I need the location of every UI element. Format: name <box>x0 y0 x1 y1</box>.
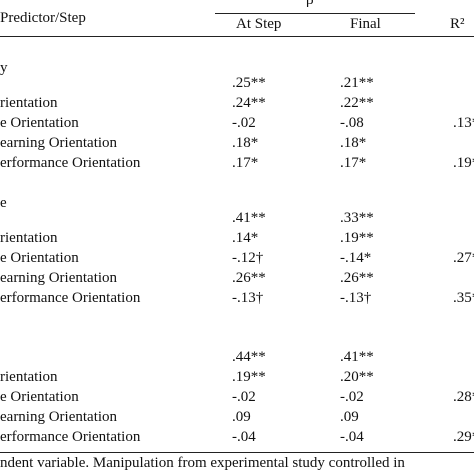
r2-value: .19* <box>453 155 474 171</box>
final-value: .17* <box>340 155 367 171</box>
final-value: .22** <box>340 95 374 111</box>
group-label: e <box>0 195 7 211</box>
final-value: .09 <box>340 409 359 425</box>
final-value: -.04 <box>340 429 364 445</box>
at-step-value: .19** <box>232 369 266 385</box>
beta-header: β <box>306 0 314 8</box>
row-label: rientation <box>0 230 58 246</box>
r2-value: .35* <box>453 290 474 306</box>
r2-value: .28* <box>453 389 474 405</box>
row-label: e Orientation <box>0 250 79 266</box>
at-step-value: -.13† <box>232 290 264 306</box>
row-label: erformance Orientation <box>0 290 141 306</box>
at-step-value: -.02 <box>232 115 256 131</box>
at-step-value: .25** <box>232 75 266 91</box>
r2-value: .29* <box>453 429 474 445</box>
row-label: earning Orientation <box>0 409 118 425</box>
at-step-header: At Step <box>236 16 282 32</box>
row-label: rientation <box>0 95 58 111</box>
table-bottom-rule <box>0 452 474 453</box>
r2-value: .27* <box>453 250 474 266</box>
at-step-value: .17* <box>232 155 259 171</box>
final-value: .19** <box>340 230 374 246</box>
r2-header: R² <box>450 16 465 32</box>
final-header: Final <box>350 16 381 32</box>
row-label: erformance Orientation <box>0 429 141 445</box>
row-label: earning Orientation <box>0 135 118 151</box>
final-value: -.14* <box>340 250 372 266</box>
r2-value: .13* <box>453 115 474 131</box>
final-value: -.08 <box>340 115 364 131</box>
final-value: .26** <box>340 270 374 286</box>
beta-rule <box>215 13 415 14</box>
final-value: .21** <box>340 75 374 91</box>
row-label: e Orientation <box>0 115 79 131</box>
final-value: .33** <box>340 210 374 226</box>
row-label: e Orientation <box>0 389 79 405</box>
header-rule <box>0 36 474 37</box>
group-label: y <box>0 60 8 76</box>
row-label: erformance Orientation <box>0 155 141 171</box>
at-step-value: -.02 <box>232 389 256 405</box>
at-step-value: .09 <box>232 409 251 425</box>
at-step-value: .41** <box>232 210 266 226</box>
at-step-value: .14* <box>232 230 259 246</box>
final-value: -.02 <box>340 389 364 405</box>
at-step-value: -.12† <box>232 250 264 266</box>
footnote: ndent variable. Manipulation from experi… <box>0 455 405 471</box>
row-label: earning Orientation <box>0 270 118 286</box>
at-step-value: .44** <box>232 349 266 365</box>
final-value: .41** <box>340 349 374 365</box>
at-step-value: .18* <box>232 135 259 151</box>
at-step-value: .26** <box>232 270 266 286</box>
final-value: .20** <box>340 369 374 385</box>
final-value: .18* <box>340 135 367 151</box>
final-value: -.13† <box>340 290 372 306</box>
row-label: rientation <box>0 369 58 385</box>
predictor-header: Predictor/Step <box>0 10 86 26</box>
at-step-value: -.04 <box>232 429 256 445</box>
at-step-value: .24** <box>232 95 266 111</box>
